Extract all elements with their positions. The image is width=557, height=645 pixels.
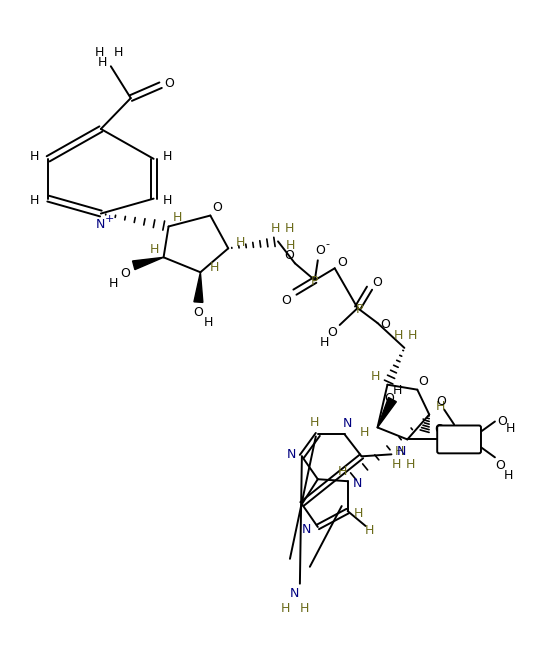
Text: H: H bbox=[97, 56, 107, 69]
Text: H: H bbox=[360, 426, 369, 439]
Text: N: N bbox=[96, 218, 106, 231]
Text: H: H bbox=[395, 445, 404, 458]
Text: H: H bbox=[310, 416, 320, 429]
Text: O: O bbox=[418, 375, 428, 388]
Text: H: H bbox=[173, 211, 182, 224]
Text: H: H bbox=[408, 330, 417, 342]
Text: O: O bbox=[373, 275, 383, 289]
Text: H: H bbox=[114, 46, 124, 59]
Polygon shape bbox=[378, 397, 397, 428]
Text: O: O bbox=[327, 326, 336, 339]
Text: H: H bbox=[285, 239, 295, 252]
Text: H: H bbox=[204, 315, 213, 328]
Text: N: N bbox=[286, 448, 296, 461]
Text: N: N bbox=[343, 417, 353, 430]
Text: H: H bbox=[163, 194, 172, 207]
Text: H: H bbox=[506, 422, 516, 435]
Text: O: O bbox=[497, 415, 507, 428]
Text: O: O bbox=[193, 306, 203, 319]
Text: H: H bbox=[30, 150, 39, 163]
Text: N: N bbox=[302, 524, 311, 537]
Text: H: H bbox=[504, 469, 514, 482]
Text: N: N bbox=[353, 477, 362, 490]
Text: H: H bbox=[393, 384, 402, 397]
Text: H: H bbox=[394, 330, 403, 342]
Text: O: O bbox=[281, 293, 291, 306]
Text: O: O bbox=[284, 249, 294, 262]
Text: H: H bbox=[320, 337, 329, 350]
Text: N: N bbox=[290, 587, 300, 600]
Text: H: H bbox=[30, 194, 39, 207]
Text: H: H bbox=[365, 524, 374, 537]
Text: H: H bbox=[280, 602, 290, 615]
Polygon shape bbox=[133, 257, 164, 270]
Text: O: O bbox=[165, 77, 174, 90]
Text: H: H bbox=[109, 277, 119, 290]
Text: O: O bbox=[212, 201, 222, 214]
Text: H: H bbox=[95, 46, 105, 59]
Text: O: O bbox=[315, 244, 325, 257]
Text: H: H bbox=[354, 506, 363, 519]
Text: H: H bbox=[436, 400, 445, 413]
Text: O: O bbox=[436, 395, 446, 408]
Text: -: - bbox=[326, 239, 330, 250]
Polygon shape bbox=[194, 272, 203, 303]
Text: O: O bbox=[120, 267, 130, 280]
Text: H: H bbox=[371, 370, 380, 383]
Text: P: P bbox=[356, 303, 363, 315]
Text: Abs: Abs bbox=[449, 435, 470, 444]
Text: N: N bbox=[397, 445, 406, 458]
Text: H: H bbox=[209, 261, 219, 273]
Text: O: O bbox=[338, 256, 348, 269]
Text: H: H bbox=[284, 222, 294, 235]
Text: H: H bbox=[163, 150, 172, 163]
Text: H: H bbox=[270, 222, 280, 235]
Text: O: O bbox=[495, 459, 505, 471]
Text: H: H bbox=[338, 465, 348, 478]
Text: H: H bbox=[405, 458, 415, 471]
Text: O: O bbox=[384, 392, 394, 405]
Text: H: H bbox=[236, 236, 245, 249]
Text: H: H bbox=[392, 458, 401, 471]
Text: H: H bbox=[150, 243, 159, 256]
Text: P: P bbox=[311, 275, 319, 288]
Text: +: + bbox=[105, 213, 115, 224]
Text: O: O bbox=[380, 319, 390, 332]
FancyBboxPatch shape bbox=[437, 426, 481, 453]
Text: H: H bbox=[300, 602, 310, 615]
Text: O: O bbox=[434, 423, 444, 436]
